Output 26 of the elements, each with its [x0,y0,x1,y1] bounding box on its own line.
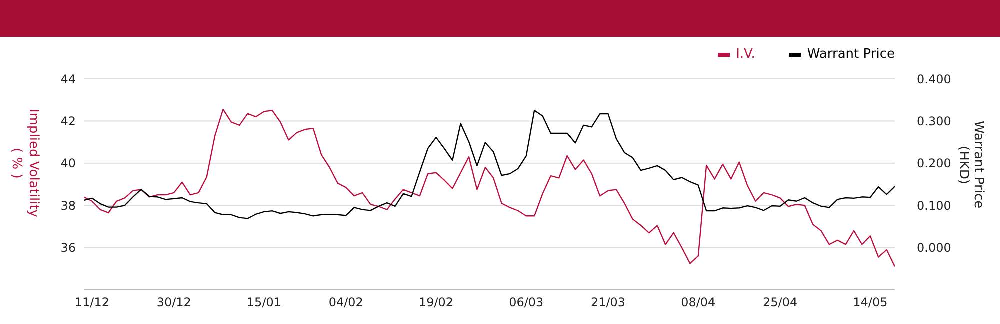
y2-tick-label: 0.100 [917,198,952,213]
x-tick-label: 30/12 [156,296,192,310]
x-tick-label: 04/02 [328,296,364,310]
line-series [84,110,895,220]
y-axis-title: Implied Volatility ( % ) [8,108,42,218]
x-tick-label: 08/04 [681,296,716,310]
y2-tick-label: 0.200 [917,156,952,171]
x-tick-label: 21/03 [590,296,626,310]
line-series [84,108,895,268]
y-tick-label: 40 [60,156,76,171]
y2-tick-label: 0.300 [917,114,952,128]
x-tick-label: 11/12 [74,296,110,310]
x-tick-label: 14/05 [853,296,888,310]
x-tick-label: 19/02 [418,296,454,310]
y2-tick-label: 0.000 [917,241,952,256]
y-tick-label: 44 [60,72,76,86]
x-tick-label: 25/04 [763,296,798,310]
y-tick-label: 36 [60,241,76,256]
y2-tick-label: 0.400 [917,72,952,86]
y-tick-label: 42 [60,114,76,128]
x-tick-label: 06/03 [509,296,544,310]
x-tick-label: 15/01 [246,296,282,310]
y-tick-label: 38 [60,198,76,213]
legend-label: Warrant Price [807,47,895,62]
legend-label: I.V. [736,47,756,62]
y2-axis-title: Warrant Price (HKD) [956,120,986,211]
